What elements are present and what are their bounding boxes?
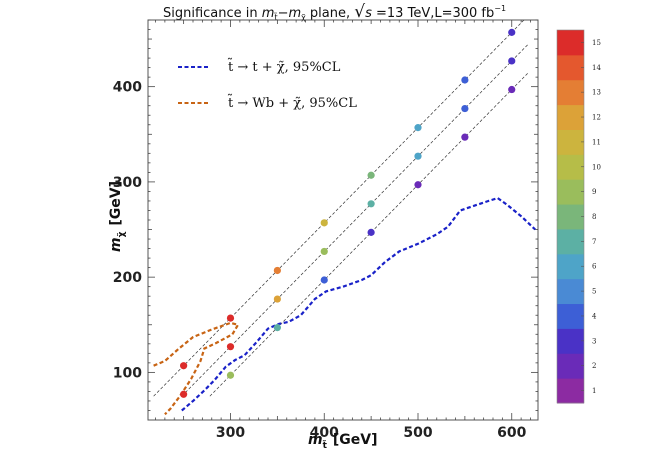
- colorbar-segment: [557, 204, 584, 230]
- colorbar-tick-label: 15: [592, 39, 601, 47]
- signal-point: [461, 76, 469, 84]
- y-tick-label: 300: [113, 175, 142, 191]
- legend-label-top: t̃ → t + χ̃, 95%CL: [227, 58, 341, 75]
- diagonal-line: [181, 44, 528, 397]
- colorbar: [556, 29, 585, 404]
- signal-point: [226, 371, 235, 379]
- colorbar-segment: [557, 154, 584, 180]
- x-tick-label: 500: [403, 425, 432, 441]
- colorbar-tick-label: 10: [592, 163, 601, 171]
- signal-point: [273, 324, 281, 332]
- y-axis-title: mχ̃[GeV]: [108, 181, 127, 252]
- x-axis-title: mt̃ [GeV]: [308, 432, 378, 451]
- signal-point: [367, 228, 375, 236]
- axis-ticks: [148, 19, 538, 420]
- signal-point: [461, 104, 469, 113]
- contour-t-chi: [181, 196, 536, 412]
- colorbar-tick-label: 13: [592, 89, 601, 97]
- signal-point: [180, 390, 188, 398]
- chart-title: Significance in mt̃−mχ̃ plane, √s =13 Te…: [163, 2, 506, 22]
- colorbar-tick-label: 7: [592, 238, 596, 246]
- plot-frame: [147, 19, 539, 421]
- colorbar-tick-label: 3: [592, 337, 596, 345]
- colorbar-segment: [557, 30, 584, 56]
- x-tick-label: 600: [497, 425, 526, 441]
- signal-point: [414, 181, 422, 189]
- signal-point: [508, 85, 516, 94]
- diagonal-line: [153, 20, 525, 397]
- signal-point: [508, 57, 516, 65]
- colorbar-segment: [557, 253, 584, 280]
- colorbar-segment: [557, 328, 584, 354]
- signal-point: [320, 247, 328, 256]
- colorbar-tick-label: 2: [592, 362, 596, 370]
- colorbar-segment: [557, 54, 584, 81]
- signal-point: [320, 219, 328, 227]
- colorbar-tick-label: 8: [592, 213, 596, 221]
- colorbar-tick-label: 9: [592, 188, 596, 196]
- y-tick-label: 100: [113, 365, 142, 381]
- signal-point: [273, 295, 281, 303]
- signal-point: [320, 276, 328, 284]
- x-tick-label: 400: [310, 425, 339, 441]
- colorbar-tick-label: 12: [592, 114, 601, 122]
- colorbar-tick-label: 14: [592, 64, 601, 72]
- colorbar-segment: [557, 278, 584, 305]
- colorbar-segment: [557, 79, 584, 106]
- colorbar-tick-label: 6: [592, 263, 597, 271]
- legend: t̃ → t + χ̃, 95%CL t̃ → Wb + χ̃, 95%CL: [178, 58, 357, 111]
- signal-point: [461, 133, 469, 141]
- legend-label-bottom: t̃ → Wb + χ̃, 95%CL: [227, 94, 357, 111]
- colorbar-segment: [557, 228, 584, 255]
- tick-labels: 300 400 500 600 100 200 300 400: [113, 80, 527, 441]
- diagonal-reference-lines: [153, 20, 528, 397]
- signal-point: [180, 362, 188, 370]
- y-tick-label: 200: [113, 270, 142, 286]
- colorbar-tick-label: 4: [592, 312, 597, 320]
- signal-point: [508, 28, 516, 36]
- signal-point: [226, 343, 235, 351]
- colorbar-segment: [557, 303, 584, 329]
- x-tick-label: 300: [216, 425, 245, 441]
- signal-points: [180, 28, 516, 398]
- colorbar-segment: [557, 129, 584, 155]
- colorbar-segment: [557, 353, 584, 379]
- colorbar-segment: [557, 179, 584, 205]
- signal-point: [367, 171, 375, 179]
- colorbar-segment: [557, 378, 584, 404]
- colorbar-tick-label: 5: [592, 288, 596, 296]
- colorbar-tick-label: 11: [592, 138, 601, 146]
- signal-point: [273, 266, 281, 275]
- signal-point: [414, 124, 422, 132]
- y-tick-label: 400: [113, 80, 142, 96]
- colorbar-segment: [557, 104, 584, 130]
- signal-point: [414, 152, 422, 160]
- signal-point: [367, 200, 375, 208]
- signal-point: [226, 314, 235, 322]
- colorbar-tick-label: 1: [592, 387, 596, 395]
